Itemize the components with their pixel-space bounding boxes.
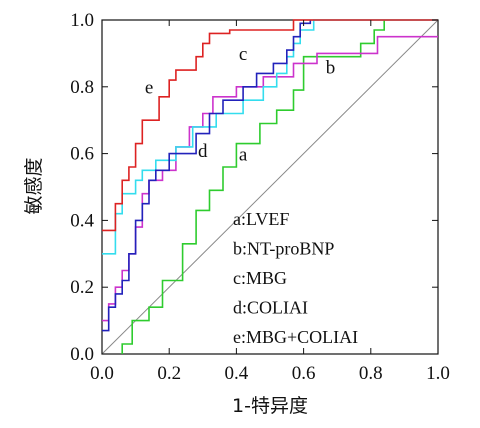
roc-curve-a: [121, 20, 385, 354]
plot-frame: [101, 19, 439, 355]
x-tick-label: 1.0: [426, 363, 450, 384]
legend-entry: d:COLIAI: [233, 298, 308, 318]
curve-label-a: a: [239, 144, 248, 165]
diagonal-line: [101, 19, 439, 355]
x-tick-label: 0.6: [292, 363, 316, 384]
y-tick-label: 0.6: [70, 144, 94, 165]
legend-entry: e:MBG+COLIAI: [233, 327, 358, 347]
legend: a:LVEF b:NT-proBNP c:MBG d:COLIAI e:MBG+COLI…: [233, 209, 358, 347]
reference-diagonal: [101, 19, 439, 355]
x-tick-label: 0.8: [359, 363, 383, 384]
x-axis-title: 1-特异度: [232, 395, 308, 417]
y-tick-label: 0.2: [70, 277, 94, 298]
y-tick-label: 0.0: [70, 344, 94, 365]
axis-ticks: 0.0 0.2 0.4 0.6 0.8 1.0 0.0 0.2 0.4 0.6 0.8 1.0: [70, 10, 450, 384]
legend-entry: b:NT-proBNP: [233, 239, 334, 259]
legend-entry: c:MBG: [233, 268, 287, 288]
y-tick-label: 1.0: [70, 10, 94, 31]
roc-curve-d: [102, 20, 312, 332]
y-axis-title: 敏感度: [23, 157, 45, 214]
y-tick-label: 0.8: [70, 77, 94, 98]
x-tick-label: 0.2: [157, 363, 181, 384]
roc-curves: [102, 19, 438, 354]
plot-border: [101, 19, 439, 355]
curve-label-c: c: [239, 44, 247, 65]
legend-entry: a:LVEF: [233, 209, 289, 229]
x-tick-label: 0.4: [225, 363, 249, 384]
curve-label-e: e: [145, 77, 153, 98]
curve-labels: a b c d e: [145, 44, 335, 165]
x-tick-label: 0.0: [90, 363, 114, 384]
roc-curve-e: [102, 19, 438, 232]
curve-label-d: d: [198, 141, 208, 162]
y-tick-label: 0.4: [70, 210, 94, 231]
curve-label-b: b: [326, 57, 336, 78]
